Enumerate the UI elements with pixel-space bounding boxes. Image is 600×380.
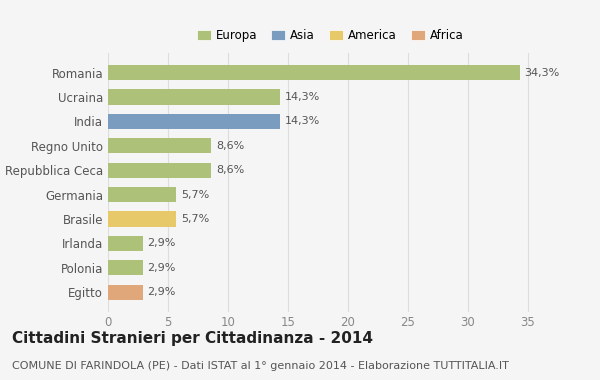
Bar bbox=[108, 236, 143, 251]
Text: 5,7%: 5,7% bbox=[181, 214, 209, 224]
Bar bbox=[108, 260, 143, 276]
Text: Cittadini Stranieri per Cittadinanza - 2014: Cittadini Stranieri per Cittadinanza - 2… bbox=[12, 331, 373, 345]
Legend: Europa, Asia, America, Africa: Europa, Asia, America, Africa bbox=[197, 29, 463, 42]
Bar bbox=[108, 89, 280, 105]
Bar bbox=[108, 285, 143, 300]
Text: 2,9%: 2,9% bbox=[148, 287, 176, 297]
Bar bbox=[108, 163, 211, 178]
Bar bbox=[108, 114, 280, 129]
Text: 5,7%: 5,7% bbox=[181, 190, 209, 200]
Text: 14,3%: 14,3% bbox=[284, 116, 320, 127]
Bar bbox=[108, 138, 211, 154]
Bar bbox=[108, 65, 520, 80]
Text: 8,6%: 8,6% bbox=[216, 165, 244, 175]
Bar bbox=[108, 211, 176, 226]
Text: COMUNE DI FARINDOLA (PE) - Dati ISTAT al 1° gennaio 2014 - Elaborazione TUTTITAL: COMUNE DI FARINDOLA (PE) - Dati ISTAT al… bbox=[12, 361, 509, 371]
Bar bbox=[108, 187, 176, 202]
Text: 34,3%: 34,3% bbox=[524, 68, 560, 78]
Text: 2,9%: 2,9% bbox=[148, 238, 176, 249]
Text: 8,6%: 8,6% bbox=[216, 141, 244, 151]
Text: 2,9%: 2,9% bbox=[148, 263, 176, 273]
Text: 14,3%: 14,3% bbox=[284, 92, 320, 102]
